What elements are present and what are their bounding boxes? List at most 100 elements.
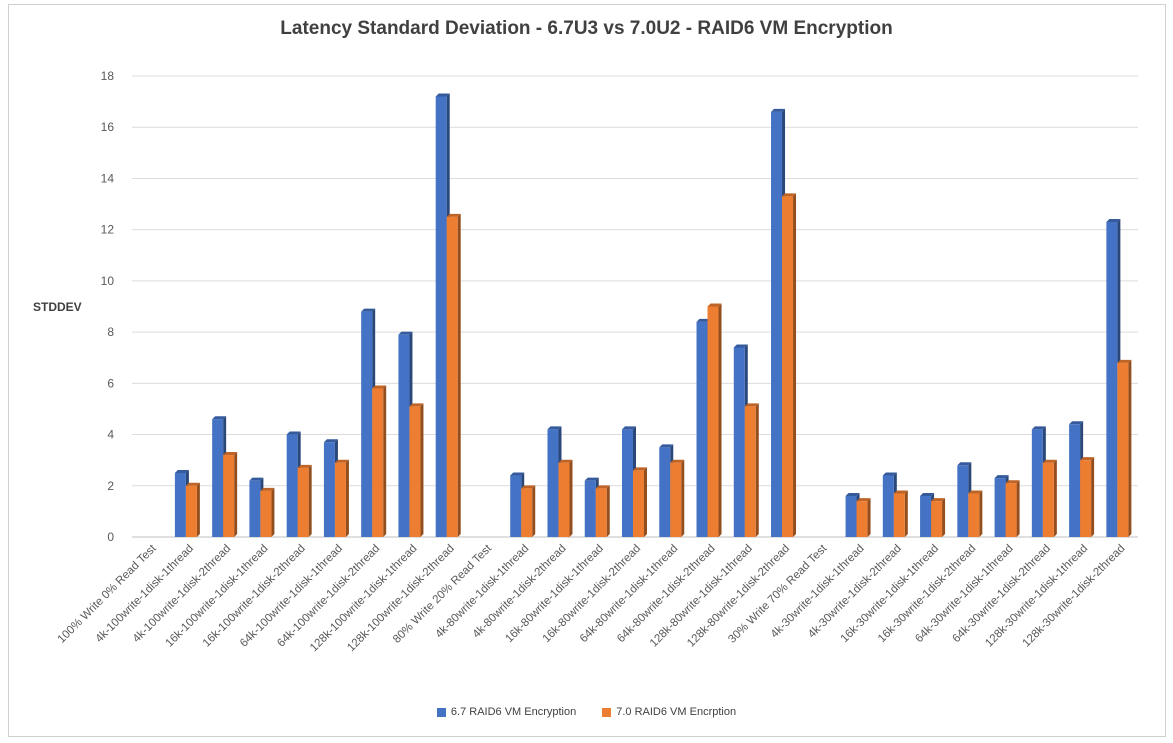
bar-side — [681, 459, 685, 537]
bar — [893, 493, 905, 537]
bar — [707, 306, 719, 537]
bar — [521, 488, 533, 537]
legend: 6.7 RAID6 VM Encryption 7.0 RAID6 VM Enc… — [0, 706, 1173, 718]
bar-top — [286, 431, 301, 435]
bar-series-1 — [856, 498, 871, 537]
bar-top — [968, 490, 983, 494]
bar-side — [532, 485, 536, 537]
bar-series-1 — [595, 485, 610, 537]
y-tick-label: 14 — [101, 171, 115, 185]
bar-top — [372, 385, 387, 389]
bar-side — [606, 485, 610, 537]
bar — [174, 472, 186, 537]
legend-item-series-1: 7.0 RAID6 VM Encrption — [602, 706, 736, 718]
bar — [931, 501, 943, 537]
bar-series-1 — [707, 303, 722, 537]
chart-title: Latency Standard Deviation - 6.7U3 vs 7.… — [280, 18, 893, 39]
y-tick-label: 16 — [101, 120, 115, 134]
bar — [920, 496, 932, 537]
bar — [249, 480, 261, 537]
y-tick-label: 4 — [107, 428, 114, 442]
bar — [994, 478, 1006, 537]
bar-side — [457, 213, 461, 537]
bar — [260, 490, 272, 537]
bar-top — [994, 475, 1009, 479]
bar-top — [260, 487, 275, 491]
bar-top — [558, 459, 573, 463]
bar-side — [1091, 457, 1095, 537]
bar-series-1 — [744, 403, 759, 537]
bar-series-1 — [968, 490, 983, 537]
bar-top — [435, 93, 450, 97]
bar — [782, 196, 794, 537]
y-tick-label: 8 — [107, 325, 114, 339]
bar — [622, 429, 633, 537]
bar — [595, 488, 607, 537]
bar-top — [659, 444, 674, 448]
bar-side — [755, 403, 759, 537]
bar — [558, 462, 570, 537]
bar-top — [782, 193, 797, 197]
bar-series-1 — [1117, 359, 1132, 537]
bar — [845, 496, 857, 537]
chart-frame — [8, 4, 1166, 737]
bar-series-1 — [893, 490, 908, 537]
y-tick-label: 2 — [107, 479, 114, 493]
bar-top — [1069, 421, 1084, 425]
bar-top — [1031, 426, 1046, 430]
bar-side — [644, 467, 647, 537]
bar — [670, 462, 682, 537]
bar — [1031, 429, 1043, 537]
bar-side — [420, 403, 424, 537]
bar-series-1 — [185, 482, 200, 537]
bar — [435, 96, 447, 537]
bar-top — [1106, 218, 1121, 222]
bar-series-1 — [446, 213, 461, 537]
y-tick-label: 12 — [101, 223, 115, 237]
bar-top — [622, 426, 636, 430]
bar — [968, 493, 980, 537]
bar-top — [446, 213, 461, 217]
bar-top — [409, 403, 424, 407]
bar-top — [595, 485, 610, 489]
bar — [744, 406, 756, 537]
bar-top — [174, 469, 189, 473]
bar-top — [771, 108, 786, 112]
bar-side — [904, 490, 908, 537]
bar-top — [398, 331, 413, 335]
bar-top — [1005, 480, 1020, 484]
bar-side — [1016, 480, 1020, 537]
bar — [446, 216, 458, 537]
bar — [185, 485, 197, 537]
bar — [286, 434, 298, 537]
bar-top — [670, 459, 685, 463]
bar — [398, 334, 410, 537]
bar-side — [383, 385, 387, 537]
bar-top — [845, 493, 860, 497]
bar — [584, 480, 596, 537]
bar — [957, 465, 969, 537]
bar — [223, 455, 235, 537]
bar — [659, 447, 671, 537]
bar-side — [1128, 359, 1132, 537]
bar-side — [718, 303, 722, 537]
bar-side — [867, 498, 871, 537]
legend-swatch-series-0 — [436, 707, 446, 717]
bar-top — [957, 462, 972, 466]
bar — [1069, 424, 1081, 537]
bar — [856, 501, 868, 537]
bar-series-1 — [1042, 459, 1057, 537]
bar — [733, 347, 745, 537]
bar — [323, 442, 335, 537]
legend-label-series-0: 6.7 RAID6 VM Encryption — [450, 706, 577, 718]
bar-series-1 — [260, 487, 275, 537]
y-tick-label: 6 — [107, 376, 114, 390]
y-axis-label: STDDEV — [33, 300, 82, 314]
bar-top — [920, 493, 935, 497]
bar-series-1 — [670, 459, 685, 537]
bar — [771, 111, 783, 537]
bar-series-1 — [223, 452, 238, 537]
bar-side — [1053, 459, 1057, 537]
bar-top — [185, 482, 200, 486]
bar-top — [1080, 457, 1095, 461]
